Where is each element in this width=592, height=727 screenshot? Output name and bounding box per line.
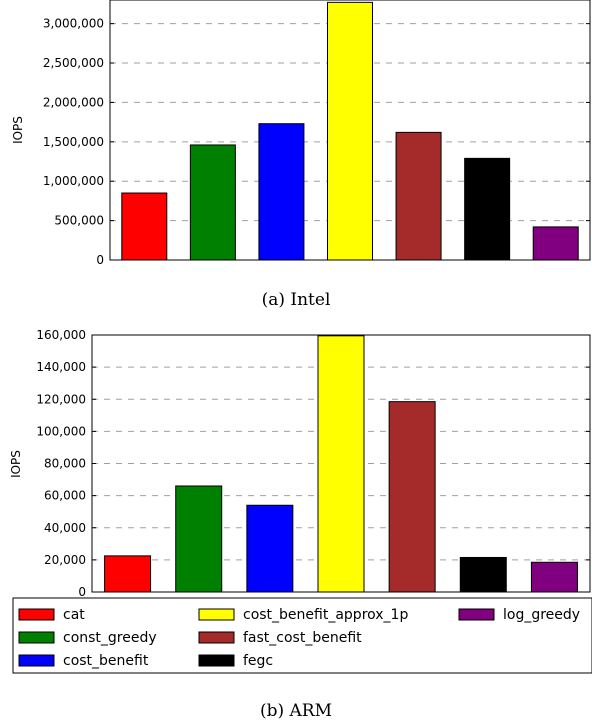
intel-bar-cat <box>121 192 168 261</box>
arm-y-tick-label: 60,000 <box>44 489 86 503</box>
intel-bar-log-greedy <box>532 226 579 261</box>
intel-y-tick-label: 2,000,000 <box>43 95 104 109</box>
legend-label-fegc: fegc <box>243 653 273 669</box>
intel-bar-cost-benefit <box>258 123 305 261</box>
arm-bar-cost-benefit-approx-1p <box>317 335 365 593</box>
legend: cat const_greedy cost_benefit cost_benefit_… <box>12 597 592 674</box>
intel-y-tick-label: 2,500,000 <box>43 56 104 70</box>
arm-bar-cat <box>104 555 152 593</box>
intel-y-tick-label: 500,000 <box>54 214 104 228</box>
legend-frame <box>12 597 592 674</box>
legend-label-cost-benefit-approx-1p: cost_benefit_approx_1p <box>243 607 408 623</box>
legend-label-cat: cat <box>63 607 85 623</box>
arm-bar-const-greedy <box>175 485 223 593</box>
legend-label-cost-benefit: cost_benefit <box>63 653 149 669</box>
arm-y-tick-label: 120,000 <box>36 392 86 406</box>
intel-y-tick-label: 1,000,000 <box>43 174 104 188</box>
legend-label-const-greedy: const_greedy <box>63 630 157 646</box>
legend-label-fast-cost-benefit: fast_cost_benefit <box>243 630 362 646</box>
intel-caption: (a) Intel <box>262 290 331 310</box>
legend-swatch-log-greedy <box>458 608 495 621</box>
legend-swatch-const-greedy <box>18 631 55 644</box>
intel-bar-cost-benefit-approx-1p <box>327 1 373 261</box>
legend-swatch-fegc <box>198 654 235 667</box>
arm-y-tick-label: 0 <box>78 585 86 599</box>
legend-swatch-cost-benefit-approx-1p <box>198 608 235 621</box>
arm-y-axis-title: IOPS <box>9 450 23 478</box>
arm-caption: (b) ARM <box>260 701 332 721</box>
intel-chart: 0 500,000 1,000,000 1,500,000 2,000,000 2,500… <box>11 0 591 310</box>
intel-y-axis-title: IOPS <box>11 116 25 144</box>
arm-y-tick-label: 100,000 <box>36 424 86 438</box>
legend-swatch-cost-benefit <box>18 654 55 667</box>
arm-bar-fast-cost-benefit <box>388 401 436 593</box>
arm-bar-fegc <box>459 556 507 593</box>
arm-y-tick-label: 20,000 <box>44 553 86 567</box>
arm-chart: 0 20,000 40,000 60,000 80,000 100,000 120,000 1… <box>9 328 591 599</box>
arm-y-tick-label: 40,000 <box>44 521 86 535</box>
arm-y-tick-label: 140,000 <box>36 360 86 374</box>
intel-y-tick-label: 0 <box>96 253 104 267</box>
intel-y-tick-label: 3,000,000 <box>43 17 104 31</box>
arm-bar-log-greedy <box>530 561 578 593</box>
arm-y-tick-label: 160,000 <box>36 328 86 342</box>
intel-bar-const-greedy <box>189 144 236 261</box>
arm-y-tick-label: 80,000 <box>44 457 86 471</box>
intel-bar-fegc <box>464 157 511 261</box>
intel-y-tick-label: 1,500,000 <box>43 135 104 149</box>
arm-bar-cost-benefit <box>246 504 294 593</box>
legend-label-log-greedy: log_greedy <box>503 607 580 623</box>
legend-swatch-cat <box>18 608 55 621</box>
intel-bar-fast-cost-benefit <box>395 131 442 261</box>
legend-swatch-fast-cost-benefit <box>198 631 235 644</box>
